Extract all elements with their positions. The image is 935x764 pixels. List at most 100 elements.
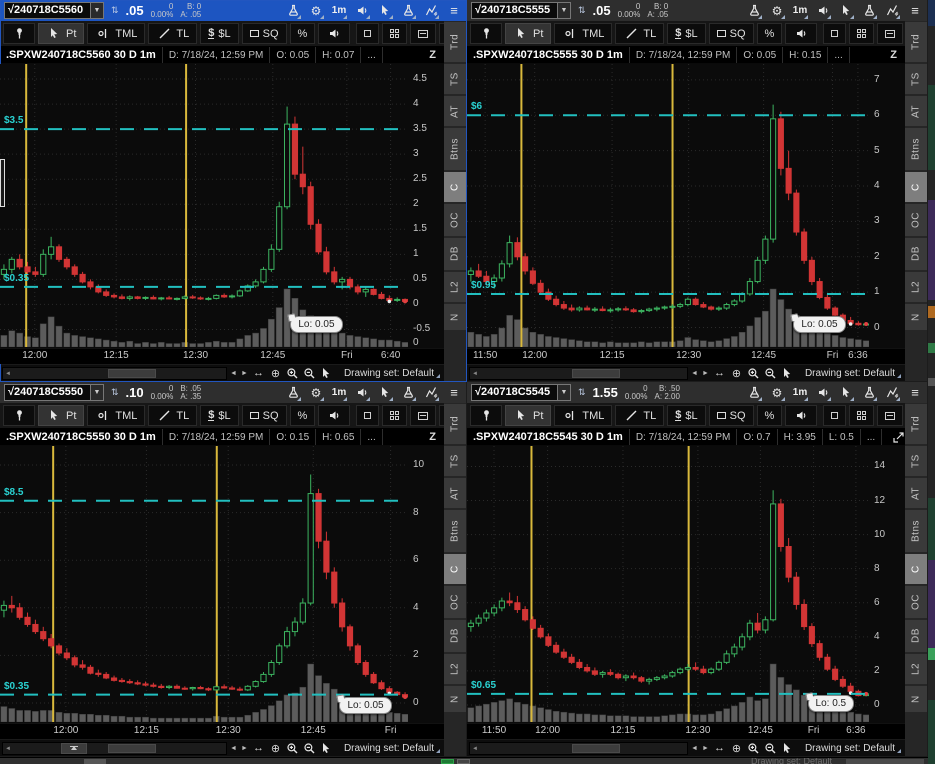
zoom-out-icon[interactable] <box>302 741 317 756</box>
pointer-tool-button[interactable]: Pt <box>38 23 85 44</box>
scrollbar-thumb[interactable] <box>107 743 156 753</box>
percent-tool-button[interactable]: % <box>756 405 783 426</box>
side-tab-l2[interactable]: L2 <box>905 654 927 684</box>
zoom-in-icon[interactable] <box>746 741 761 756</box>
zoom-in-icon[interactable] <box>285 366 300 381</box>
square-tool-button[interactable]: SQ <box>708 23 754 44</box>
side-tab-n[interactable]: N <box>444 304 466 330</box>
side-tab-oc[interactable]: OC <box>905 204 927 236</box>
crosshair-icon[interactable]: ⊕ <box>270 367 281 380</box>
chart-scrollbar[interactable]: ◄ <box>469 741 688 755</box>
symbol-input[interactable]: √240718C5555 <box>471 2 557 19</box>
pin-tool-button[interactable] <box>3 23 35 44</box>
percent-tool-button[interactable]: % <box>289 23 316 44</box>
timeframe-button[interactable]: 1m <box>792 3 808 19</box>
symbol-input[interactable]: √240718C5550 <box>4 384 90 401</box>
cursor-mode-icon[interactable] <box>838 3 854 19</box>
corner-detach-icon[interactable] <box>882 429 914 445</box>
side-tab-at[interactable]: AT <box>444 478 466 508</box>
chart-scrollbar[interactable]: ◄ <box>2 741 227 755</box>
candlestick-chart[interactable] <box>0 64 408 347</box>
fit-width-icon[interactable]: ↔ <box>252 367 264 379</box>
alerts-icon[interactable] <box>354 385 370 401</box>
cursor-mode-icon[interactable] <box>377 385 393 401</box>
side-tab-oc[interactable]: OC <box>444 586 466 618</box>
side-tab-oc[interactable]: OC <box>444 204 466 236</box>
style-button[interactable] <box>823 23 847 44</box>
drawings-icon[interactable] <box>884 385 900 401</box>
grid-button[interactable] <box>849 23 875 44</box>
zoom-out-icon[interactable] <box>763 741 778 756</box>
tml-tool-button[interactable]: TML <box>554 23 613 44</box>
symbol-entry[interactable]: √240718C5545 ▼ <box>471 384 571 401</box>
crosshair-icon[interactable]: ⊕ <box>731 742 742 755</box>
fit-width-icon[interactable]: ↔ <box>252 742 264 754</box>
pointer-tool-button[interactable]: Pt <box>505 23 552 44</box>
side-tab-db[interactable]: DB <box>905 238 927 270</box>
price-level-tool-button[interactable]: $ $L <box>200 23 239 44</box>
drawing-set-label[interactable]: Drawing set: Default <box>797 743 902 754</box>
crosshair-icon[interactable]: ⊕ <box>270 742 281 755</box>
candlestick-chart[interactable] <box>0 446 408 722</box>
price-level-tool-button[interactable]: $ $L <box>667 405 706 426</box>
symbol-entry[interactable]: √240718C5555 ▼ <box>471 2 571 19</box>
side-tab-n[interactable]: N <box>905 304 927 330</box>
side-tab-ts[interactable]: TS <box>444 446 466 476</box>
percent-tool-button[interactable]: % <box>756 23 783 44</box>
pan-left-icon[interactable]: ◄ <box>229 369 237 377</box>
pan-left-icon[interactable]: ◄ <box>690 744 698 752</box>
panels-button[interactable] <box>877 23 904 44</box>
drawing-set-label[interactable]: Drawing set: Default <box>336 368 441 379</box>
studies-icon[interactable] <box>285 3 301 19</box>
chart-settings-icon[interactable]: ⚙ <box>308 385 324 401</box>
scrollbar-left-icon[interactable]: ◄ <box>472 745 478 752</box>
patterns-icon[interactable] <box>400 3 416 19</box>
scrollbar-left-icon[interactable]: ◄ <box>472 370 478 377</box>
chart-scrollbar[interactable]: ◄ <box>2 366 227 380</box>
price-level-tool-button[interactable]: $ $L <box>200 405 239 426</box>
symbol-input[interactable]: √240718C5560 <box>4 2 90 19</box>
drawing-set-label[interactable]: Drawing set: Default <box>336 743 441 754</box>
panels-button[interactable] <box>877 405 904 426</box>
side-tab-trd[interactable]: Trd <box>905 404 927 444</box>
side-tab-c[interactable]: C <box>444 172 466 202</box>
alert-tool-button[interactable] <box>318 405 351 426</box>
symbol-input[interactable]: √240718C5545 <box>471 384 557 401</box>
side-tab-db[interactable]: DB <box>444 620 466 652</box>
scrollbar-thumb[interactable] <box>107 368 156 378</box>
side-tab-btns[interactable]: Btns <box>444 128 466 170</box>
symbol-dropdown-icon[interactable]: ▼ <box>557 2 571 19</box>
tml-tool-button[interactable]: TML <box>87 23 146 44</box>
zoom-in-icon[interactable] <box>285 741 300 756</box>
symbol-dropdown-icon[interactable]: ▼ <box>557 384 571 401</box>
panels-button[interactable] <box>410 405 437 426</box>
fit-width-icon[interactable]: ↔ <box>713 367 725 379</box>
side-tab-l2[interactable]: L2 <box>444 654 466 684</box>
trendline-tool-button[interactable]: TL <box>615 23 665 44</box>
zoom-in-icon[interactable] <box>746 366 761 381</box>
chart-menu-icon[interactable]: ≡ <box>911 385 919 400</box>
zoom-out-icon[interactable] <box>763 366 778 381</box>
fit-width-icon[interactable]: ↔ <box>713 742 725 754</box>
side-tab-db[interactable]: DB <box>444 238 466 270</box>
chart-settings-icon[interactable]: ⚙ <box>769 3 785 19</box>
studies-icon[interactable] <box>746 3 762 19</box>
chart-settings-icon[interactable]: ⚙ <box>769 385 785 401</box>
patterns-icon[interactable] <box>861 3 877 19</box>
side-tab-at[interactable]: AT <box>444 96 466 126</box>
side-tab-btns[interactable]: Btns <box>444 510 466 552</box>
pointer-icon[interactable] <box>780 366 795 381</box>
side-tab-btns[interactable]: Btns <box>905 510 927 552</box>
candlestick-chart[interactable] <box>467 446 869 722</box>
side-tab-trd[interactable]: Trd <box>444 404 466 444</box>
chart-plot[interactable]: $8.5 $0.35 Lo: 0.05 <box>0 446 408 723</box>
pointer-icon[interactable] <box>780 741 795 756</box>
crosshair-icon[interactable]: ⊕ <box>731 367 742 380</box>
patterns-icon[interactable] <box>861 385 877 401</box>
price-level-tool-button[interactable]: $ $L <box>667 23 706 44</box>
timeframe-button[interactable]: 1m <box>331 385 347 401</box>
side-tab-trd[interactable]: Trd <box>444 22 466 62</box>
trendline-tool-button[interactable]: TL <box>615 405 665 426</box>
chart-menu-icon[interactable]: ≡ <box>911 3 919 18</box>
side-tab-c[interactable]: C <box>905 172 927 202</box>
